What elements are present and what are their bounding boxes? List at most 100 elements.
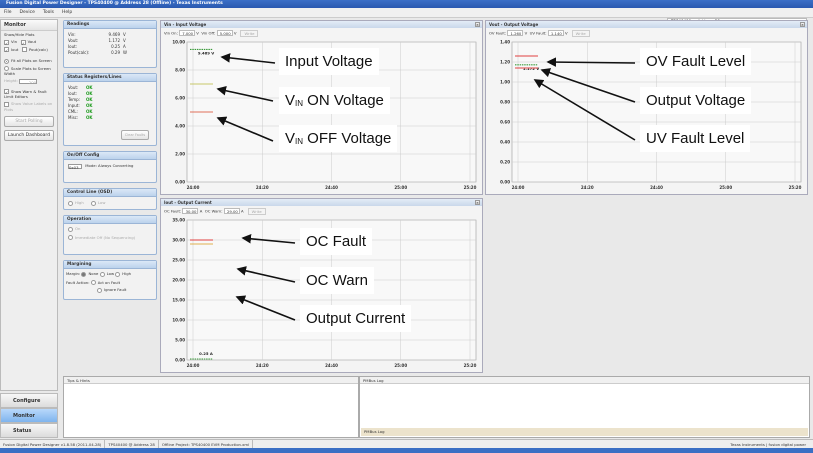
vout-checkbox[interactable]: ✓ (20, 39, 26, 46)
field2-input[interactable]: 1.140 (547, 30, 564, 36)
field1-label: Vin On: (164, 30, 178, 35)
status-key: Misc: (68, 114, 79, 120)
value-label: 9.469 V (198, 50, 214, 55)
menu-device[interactable]: Device (19, 10, 35, 15)
write-button[interactable]: Write (240, 29, 259, 37)
y-tick-label: 1.40 (500, 40, 510, 45)
status-key: CML: (68, 108, 78, 114)
menu-file[interactable]: File (4, 10, 12, 15)
status-ok-badge: OK (86, 114, 93, 120)
log-tab[interactable]: PMBus Log (361, 428, 808, 436)
field1-input[interactable]: 30.00 (182, 208, 199, 214)
nav-configure[interactable]: Configure (0, 393, 58, 408)
status-ok-badge: OK (86, 96, 93, 102)
iout-checkbox[interactable]: ✓ (4, 47, 9, 53)
off-label: Immediate Off (No Sequencing) (75, 234, 136, 240)
status-row: Iout: OK (64, 90, 156, 96)
status-device: TPS40400 @ Address 28 (105, 440, 159, 448)
readings-box: Readings Vin: 9.469 V Vout: 1.172 V Iout: 0.25 A… (63, 20, 157, 68)
menu-help[interactable]: Help (62, 10, 73, 15)
field2-unit: V (233, 30, 237, 35)
low-margin-radio[interactable] (99, 271, 105, 277)
log-tab-label: PMBus Log (364, 429, 385, 434)
pout-checkbox[interactable] (21, 47, 27, 52)
status-registers-box: Status Registers/Lines Vout: OK Iout: OK Tem… (63, 73, 157, 146)
high-margin-label: High (122, 271, 132, 276)
high-radio[interactable] (68, 200, 73, 206)
y-tick-label: 35.00 (172, 218, 185, 223)
vin-label: Vin (11, 39, 17, 44)
nav-status[interactable]: Status (0, 423, 58, 438)
vout-label: Vout (27, 39, 37, 44)
off-radio[interactable] (68, 235, 73, 240)
reading-value: 9.469 (108, 31, 120, 37)
none-radio[interactable] (81, 271, 87, 277)
status-row: CML: OK (64, 108, 156, 114)
high-margin-radio[interactable] (115, 271, 121, 277)
field2-input[interactable]: 29.00 (223, 208, 240, 214)
y-tick-label: 8.00 (175, 68, 185, 73)
clear-faults-button[interactable]: Clear Faults (121, 130, 149, 140)
close-icon[interactable]: × (475, 21, 480, 27)
field2-label: Vin Off: (201, 30, 216, 35)
onoff-select[interactable]: 0x03 (68, 163, 82, 170)
field2-input[interactable]: 5.000 (216, 30, 233, 36)
fit-radio[interactable] (4, 58, 9, 64)
x-tick-label: 24:00 (187, 185, 200, 190)
fit-label: Fit all Plots on Screen (11, 58, 52, 63)
margin-label: Margin: (66, 271, 81, 276)
status-row: Vout: OK (64, 84, 156, 90)
show-hide-label: Show/Hide Plots (4, 32, 35, 37)
control-title: Control Line (OSD) (64, 189, 156, 197)
annotation-label: OV Fault Level (640, 48, 752, 75)
height-input[interactable]: 200 (19, 78, 38, 85)
tips-title: Tips & Hints (64, 377, 358, 384)
annotation-label: UV Fault Level (640, 125, 751, 152)
x-tick-label: 25:00 (719, 185, 732, 190)
low-radio[interactable] (90, 200, 96, 206)
close-icon[interactable]: × (800, 21, 805, 27)
field2-label: UV Fault: (529, 30, 547, 35)
nav-label: Configure (13, 398, 41, 404)
low-label: Low (97, 200, 106, 205)
field2-unit: V (565, 30, 568, 35)
annotation-subscript: IN (295, 99, 304, 108)
reading-key: Vin: (68, 31, 76, 37)
show-warn-label: Show Warn & Fault Limit Editors (4, 88, 47, 100)
field1-input[interactable]: 7.000 (179, 30, 196, 36)
tips-panel: Tips & Hints (63, 376, 359, 438)
field1-input[interactable]: 1.260 (507, 30, 524, 36)
x-tick-label: 24:40 (325, 363, 338, 368)
reading-row: Iout: 0.25 A (64, 43, 156, 49)
annotation-label: OC Warn (300, 267, 374, 294)
reading-row: Pout(calc): 0.29 W (64, 49, 156, 55)
y-tick-label: 0.60 (500, 120, 510, 125)
operation-title: Operation (64, 216, 156, 224)
close-icon[interactable]: × (475, 199, 480, 205)
annotation-text: OV Fault Level (646, 53, 746, 70)
value-label: 0.25 A (199, 351, 213, 356)
field1-unit: V (196, 30, 199, 35)
nav-monitor[interactable]: Monitor (0, 408, 58, 423)
vin-checkbox[interactable]: ✓ (4, 39, 9, 46)
menu-tools[interactable]: Tools (42, 10, 55, 15)
start-polling-button[interactable]: Start Polling (4, 115, 54, 127)
act-radio[interactable] (90, 280, 96, 285)
x-tick-label: 24:00 (187, 363, 200, 368)
field2-unit: A (241, 208, 244, 213)
ignore-radio[interactable] (97, 287, 102, 293)
launch-dashboard-button[interactable]: Launch Dashboard (4, 129, 54, 141)
annotation-text: Output Voltage (646, 92, 746, 109)
x-tick-label: 24:40 (650, 185, 663, 190)
status-row: Input: OK (64, 102, 156, 108)
y-tick-label: 20.00 (172, 278, 185, 283)
on-radio[interactable] (68, 226, 73, 232)
chart-toolbar: OC Fault: 30.00 A OC Warn: 29.00 A Write (161, 206, 482, 215)
x-tick-label: 24:20 (256, 363, 269, 368)
write-button[interactable]: Write (571, 29, 590, 37)
margining-box: Margining Margin: None Low High Fault Ac… (63, 260, 157, 300)
field1-unit: V (524, 30, 528, 35)
y-tick-label: 0.00 (175, 358, 185, 363)
reading-value: 1.172 (108, 37, 120, 43)
write-button[interactable]: Write (247, 207, 266, 215)
